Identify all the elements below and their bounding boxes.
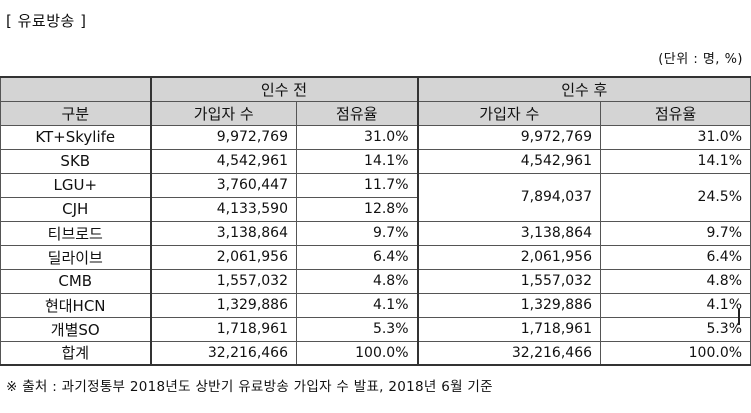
share-before-cell: 4.1%: [295, 292, 419, 318]
row-name: 현대HCN: [0, 292, 151, 318]
share-before-cell: 9.7%: [295, 220, 419, 246]
table-row: SKB 4,542,961 14.1% 4,542,961 14.1%: [0, 148, 751, 174]
share-after-cell: 100.0%: [600, 340, 751, 366]
subscribers-before-cell: 4,133,590: [149, 196, 297, 222]
subscribers-after-cell: 4,542,961: [416, 148, 602, 174]
header-share-before: 점유율: [295, 100, 419, 126]
subscribers-before-cell: 32,216,466: [149, 340, 297, 366]
table-row: 현대HCN 1,329,886 4.1% 1,329,886 4.1%: [0, 292, 751, 318]
subscribers-after-cell: 1,329,886: [416, 292, 602, 318]
table-row: CMB 1,557,032 4.8% 1,557,032 4.8%: [0, 268, 751, 294]
subscribers-after-cell: 9,972,769: [416, 124, 602, 150]
table-row: LGU+ 3,760,447 11.7% 7,894,037 24.5%: [0, 172, 751, 222]
table-header-group-row: 인수 전 인수 후: [0, 76, 751, 102]
share-before-cell: 100.0%: [295, 340, 419, 366]
header-subscribers-before: 가입자 수: [149, 100, 297, 126]
subscribers-after-cell: 1,718,961: [416, 316, 602, 342]
section-title: [ 유료방송 ]: [6, 12, 87, 30]
table-total-row: 합계 32,216,466 100.0% 32,216,466 100.0%: [0, 340, 751, 366]
row-name: KT+Skylife: [0, 124, 151, 150]
row-name: CJH: [0, 196, 151, 222]
unit-note: (단위 : 명, %): [658, 52, 743, 67]
share-after-cell: 14.1%: [600, 148, 751, 174]
subscriber-table: 인수 전 인수 후 구분 가입자 수 점유율 가입자 수 점유율 KT+Skyl…: [0, 76, 751, 366]
subscribers-after-merged-cell: 7,894,037: [416, 172, 602, 222]
share-after-cell: 6.4%: [600, 244, 751, 270]
text-cursor: [738, 309, 740, 325]
share-after-cell: 4.8%: [600, 268, 751, 294]
subscribers-before-cell: 4,542,961: [149, 148, 297, 174]
header-category: 구분: [0, 100, 151, 126]
share-before-cell: 14.1%: [295, 148, 419, 174]
share-before-cell: 12.8%: [295, 196, 419, 222]
share-after-merged-cell: 24.5%: [600, 172, 751, 222]
table-row: CJH 4,133,590 12.8%: [0, 196, 751, 222]
subscribers-before-cell: 9,972,769: [149, 124, 297, 150]
row-name: 딜라이브: [0, 244, 151, 270]
subscribers-after-cell: 2,061,956: [416, 244, 602, 270]
subscribers-before-cell: 3,138,864: [149, 220, 297, 246]
subscribers-after-cell: 1,557,032: [416, 268, 602, 294]
subscribers-before-cell: 1,718,961: [149, 316, 297, 342]
share-before-cell: 31.0%: [295, 124, 419, 150]
row-name: 티브로드: [0, 220, 151, 246]
share-before-cell: 6.4%: [295, 244, 419, 270]
share-after-cell: 4.1%: [600, 292, 751, 318]
header-subscribers-after: 가입자 수: [416, 100, 602, 126]
header-share-after: 점유율: [600, 100, 751, 126]
row-name: 합계: [0, 340, 151, 366]
share-before-cell: 5.3%: [295, 316, 419, 342]
subscribers-after-cell: 32,216,466: [416, 340, 602, 366]
table-row: 딜라이브 2,061,956 6.4% 2,061,956 6.4%: [0, 244, 751, 270]
share-after-cell: 31.0%: [600, 124, 751, 150]
table-row: 개별SO 1,718,961 5.3% 1,718,961 5.3%: [0, 316, 751, 342]
header-blank-cell: [0, 76, 151, 102]
header-before-merger: 인수 전: [149, 76, 419, 102]
share-before-cell: 11.7%: [295, 172, 419, 198]
source-note: ※ 출처 : 과기정통부 2018년도 상반기 유료방송 가입자 수 발표, 2…: [6, 379, 493, 395]
share-before-cell: 4.8%: [295, 268, 419, 294]
subscribers-before-cell: 2,061,956: [149, 244, 297, 270]
row-name: CMB: [0, 268, 151, 294]
table-row: 티브로드 3,138,864 9.7% 3,138,864 9.7%: [0, 220, 751, 246]
row-name: 개별SO: [0, 316, 151, 342]
share-after-cell: 5.3%: [600, 316, 751, 342]
subscribers-before-cell: 1,557,032: [149, 268, 297, 294]
row-name: SKB: [0, 148, 151, 174]
subscribers-before-cell: 1,329,886: [149, 292, 297, 318]
table-header-row: 구분 가입자 수 점유율 가입자 수 점유율: [0, 100, 751, 126]
subscribers-after-cell: 3,138,864: [416, 220, 602, 246]
table-row: KT+Skylife 9,972,769 31.0% 9,972,769 31.…: [0, 124, 751, 150]
share-after-cell: 9.7%: [600, 220, 751, 246]
row-name: LGU+: [0, 172, 151, 198]
subscribers-before-cell: 3,760,447: [149, 172, 297, 198]
header-after-merger: 인수 후: [416, 76, 751, 102]
